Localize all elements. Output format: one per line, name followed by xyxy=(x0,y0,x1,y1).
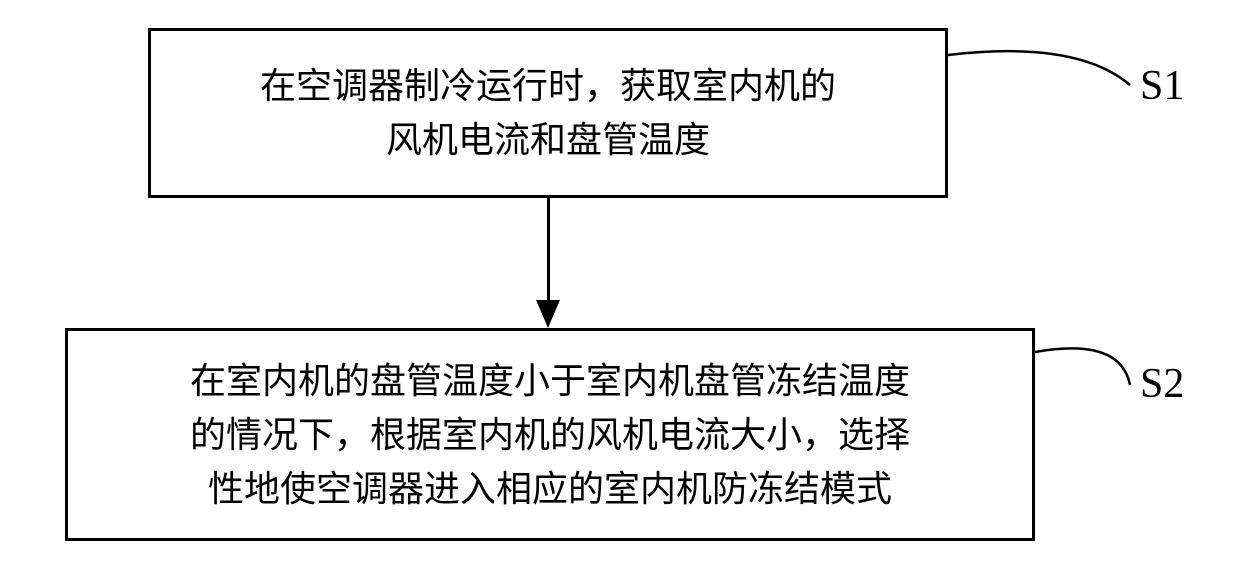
step-s2-line3: 性地使空调器进入相应的室内机防冻结模式 xyxy=(208,469,892,509)
label-s1: S1 xyxy=(1140,62,1184,110)
arrow-head-icon xyxy=(536,300,560,328)
connector-s1 xyxy=(948,51,1130,85)
step-s1-box: 在空调器制冷运行时，获取室内机的 风机电流和盘管温度 xyxy=(148,28,948,198)
label-s2: S2 xyxy=(1140,360,1184,408)
step-s2-text: 在室内机的盘管温度小于室内机盘管冻结温度 的情况下，根据室内机的风机电流大小，选… xyxy=(190,354,910,516)
connector-s2 xyxy=(1035,348,1130,385)
step-s1-line2: 风机电流和盘管温度 xyxy=(386,120,710,160)
step-s2-box: 在室内机的盘管温度小于室内机盘管冻结温度 的情况下，根据室内机的风机电流大小，选… xyxy=(65,328,1035,541)
step-s2-line2: 的情况下，根据室内机的风机电流大小，选择 xyxy=(190,415,910,455)
arrow-line xyxy=(547,198,550,302)
step-s1-line1: 在空调器制冷运行时，获取室内机的 xyxy=(260,66,836,106)
flowchart-canvas: 在空调器制冷运行时，获取室内机的 风机电流和盘管温度 在室内机的盘管温度小于室内… xyxy=(0,0,1240,567)
step-s1-text: 在空调器制冷运行时，获取室内机的 风机电流和盘管温度 xyxy=(260,59,836,167)
step-s2-line1: 在室内机的盘管温度小于室内机盘管冻结温度 xyxy=(190,361,910,401)
